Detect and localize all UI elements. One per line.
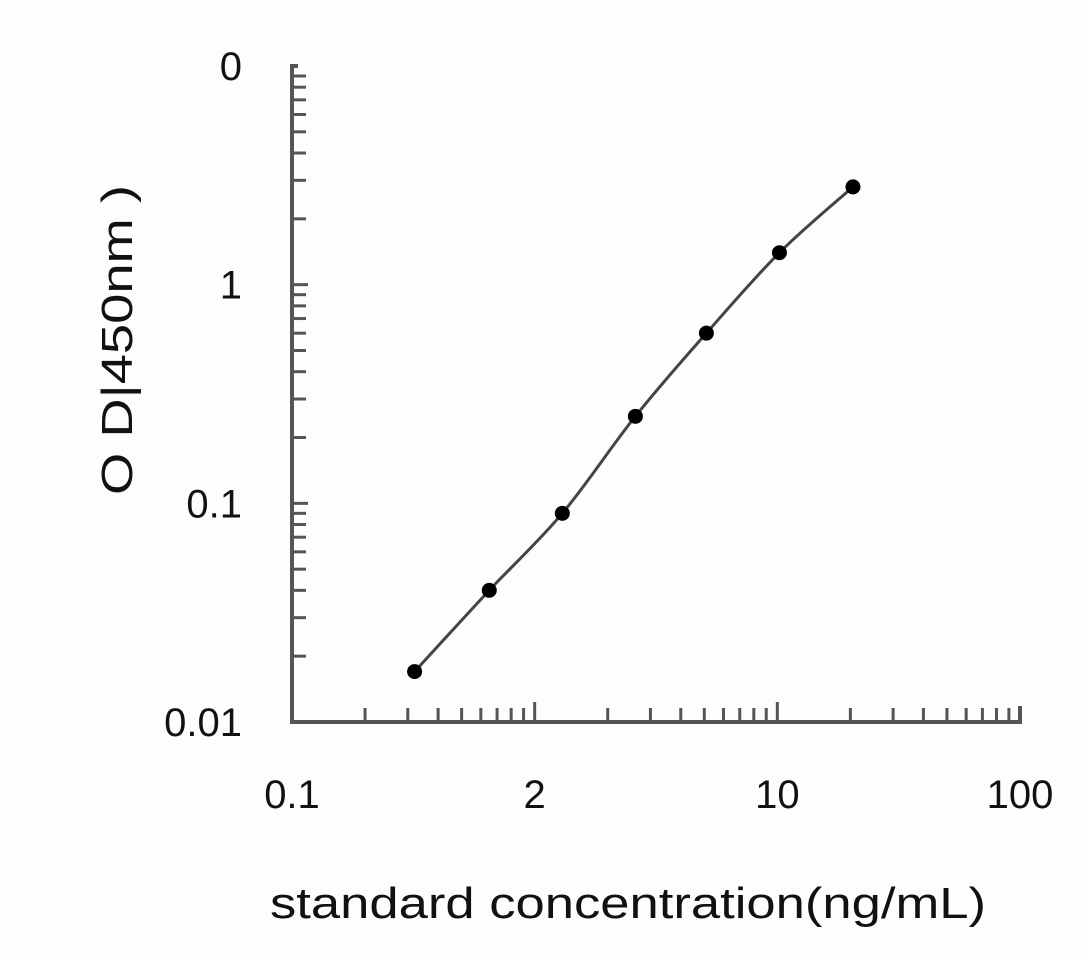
x-tick-label: 10	[755, 773, 800, 817]
axis-lines	[290, 64, 1022, 724]
x-tick-label: 0.1	[264, 773, 320, 817]
x-tick-label: 2	[524, 773, 546, 817]
y-tick-label: 0.01	[164, 701, 242, 745]
y-axis-tick-labels: 0.01 0.1 1 0	[164, 45, 242, 745]
x-axis-ticks	[363, 702, 1011, 722]
fitted-curve	[413, 185, 854, 673]
data-points	[407, 179, 861, 680]
y-tick-label: 1	[220, 264, 242, 308]
axes	[290, 64, 1022, 724]
data-point-marker	[481, 582, 497, 598]
data-point-marker	[845, 179, 861, 195]
y-tick-label: 0.1	[186, 482, 242, 526]
data-point-marker	[407, 664, 423, 680]
data-point-marker	[771, 245, 787, 261]
data-point-marker	[698, 325, 714, 341]
x-tick-label: 100	[987, 773, 1054, 817]
y-tick-label: 0	[220, 45, 242, 89]
x-axis-tick-labels: 0.1 2 10 100	[264, 773, 1053, 817]
data-point-marker	[627, 408, 643, 424]
y-axis-title: O D|450nm )	[93, 185, 142, 495]
data-point-marker	[554, 505, 570, 521]
x-axis-title: standard concentration(ng/mL)	[270, 879, 986, 928]
y-axis-ticks	[292, 74, 308, 724]
